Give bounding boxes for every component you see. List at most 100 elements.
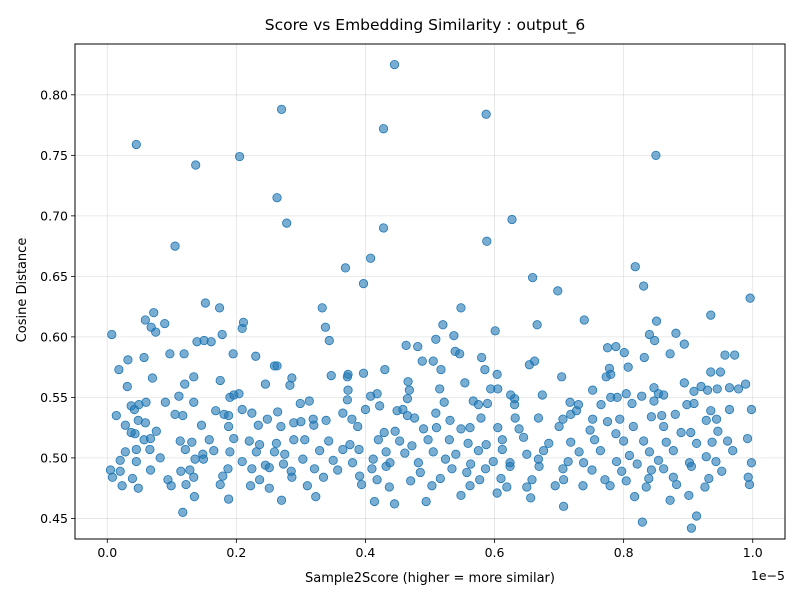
data-point [431,423,442,433]
data-point [367,464,377,474]
y-tick-label: 0.80 [40,87,68,102]
data-point [403,377,413,387]
data-point [421,496,431,507]
data-point [311,492,321,502]
data-point [345,439,355,450]
y-tick-label: 0.70 [40,208,68,223]
data-point [587,465,597,475]
data-point [369,496,380,507]
data-point [700,482,710,492]
data-point [180,379,190,389]
data-point [715,367,726,377]
data-point [375,401,385,411]
data-point [574,447,584,457]
data-point [251,447,261,457]
data-point [526,493,536,503]
data-point [285,380,295,390]
data-point [145,444,155,455]
data-point [358,279,369,289]
data-point [558,414,568,424]
data-point [522,482,532,492]
data-point [372,475,382,485]
data-point [428,356,438,366]
data-point [670,409,680,419]
data-point [366,253,376,263]
data-point [264,483,274,493]
y-axis-ticks: 0.45 0.50 0.55 0.60 0.65 0.70 0.75 0.80 [40,87,75,526]
data-point [742,433,753,444]
data-point [368,454,378,464]
data-point [417,356,427,366]
data-point [373,435,383,445]
data-point [691,438,702,448]
data-point [466,459,476,469]
data-point [637,517,647,527]
data-point [255,475,265,485]
data-point [237,323,247,334]
data-point [686,461,697,471]
data-point [639,436,649,446]
data-point [282,218,292,228]
data-point [211,406,221,416]
data-point [181,479,191,490]
data-point [644,329,655,340]
data-point [117,481,127,491]
data-point [497,435,507,445]
data-point [701,415,711,425]
data-point [185,465,195,475]
data-point [595,446,606,456]
data-point [247,464,257,474]
data-point [632,459,642,469]
data-point [225,392,235,402]
data-point [413,341,423,352]
data-point [596,400,606,410]
data-point [527,475,537,485]
data-point [245,481,256,491]
data-point [196,420,207,430]
data-point [170,409,180,419]
data-point [145,465,156,475]
data-point [619,348,629,358]
data-point [480,364,490,375]
data-point [611,429,621,439]
data-point [309,464,320,474]
data-point [423,435,433,445]
data-point [439,397,449,407]
data-point [326,371,336,381]
data-point [398,404,408,415]
data-point [456,303,466,313]
data-point [347,414,357,424]
data-point [473,400,484,410]
data-point [509,400,520,410]
data-point [418,424,429,434]
data-point [657,410,667,421]
data-point [380,364,390,375]
data-point [451,449,461,459]
x-tick-label: 0.2 [226,545,246,560]
data-point [229,433,239,444]
x-tick-label: 0.6 [485,545,505,560]
data-point [120,420,130,430]
data-point [160,318,170,329]
data-point [413,458,423,468]
data-point [649,396,659,406]
data-point [390,426,400,436]
data-point [456,424,466,434]
data-point [605,481,615,491]
data-point [224,421,234,432]
data-point [218,471,228,481]
data-point [360,404,371,415]
data-point [384,482,394,492]
data-point [744,479,755,490]
data-point [215,375,225,386]
data-point [724,404,735,415]
data-point [372,389,382,399]
data-point [579,315,589,325]
data-point [356,479,367,490]
data-point [606,369,616,380]
data-point [107,329,117,340]
data-point [178,507,188,517]
data-point [653,455,664,465]
data-point [702,385,713,395]
data-point [395,436,405,446]
